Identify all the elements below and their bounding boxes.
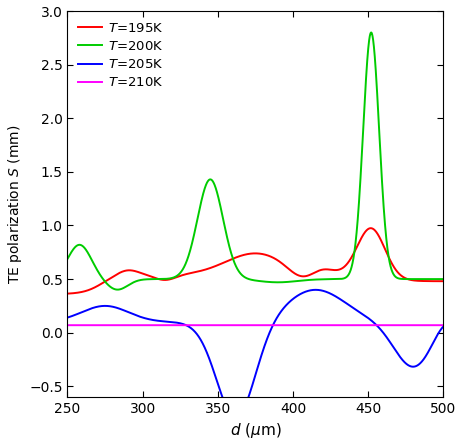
- X-axis label: $d$ ($\mu$m): $d$ ($\mu$m): [230, 421, 281, 441]
- Legend: $T$=195K, $T$=200K, $T$=205K, $T$=210K: $T$=195K, $T$=200K, $T$=205K, $T$=210K: [74, 18, 168, 93]
- Y-axis label: TE polarization $S$ (mm): TE polarization $S$ (mm): [6, 124, 24, 284]
